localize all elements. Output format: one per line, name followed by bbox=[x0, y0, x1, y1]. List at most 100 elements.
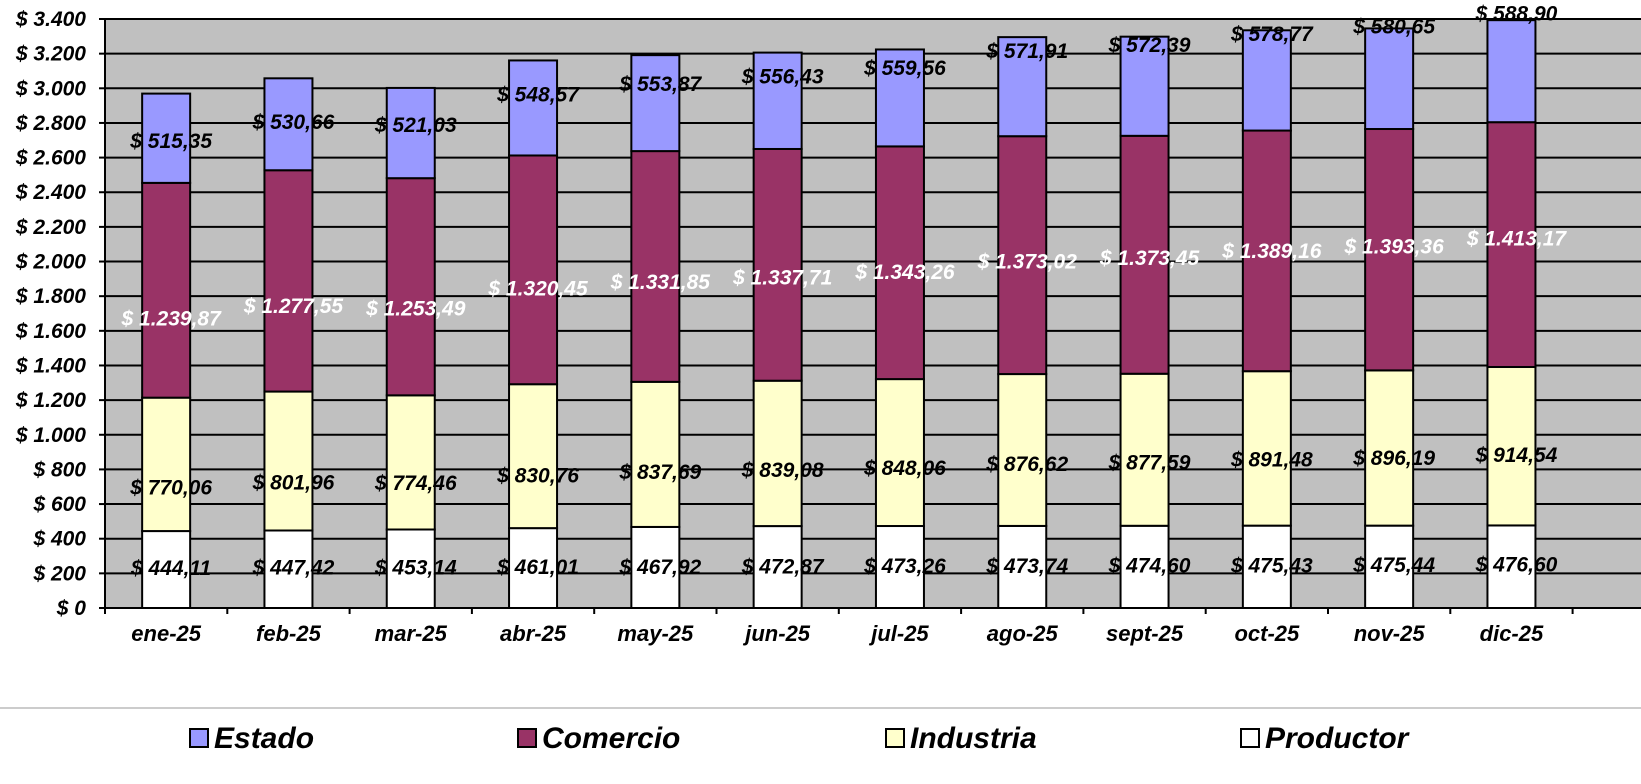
data-label-comercio: $ 1.413,17 bbox=[1466, 228, 1568, 251]
x-tick-label: may-25 bbox=[617, 621, 694, 646]
bar-estado bbox=[1486, 19, 1537, 124]
legend-label-estado: Estado bbox=[214, 722, 314, 755]
bar-productor bbox=[874, 525, 925, 609]
bar-estado bbox=[508, 59, 559, 157]
data-label-industria: $ 848,06 bbox=[863, 457, 946, 480]
data-label-estado: $ 548,57 bbox=[496, 83, 580, 106]
data-label-productor: $ 473,26 bbox=[863, 555, 946, 578]
bar-industria bbox=[1486, 366, 1537, 527]
y-tick-label: $ 600 bbox=[32, 493, 86, 516]
data-label-comercio: $ 1.373,02 bbox=[977, 250, 1078, 273]
data-label-comercio: $ 1.253,49 bbox=[365, 298, 466, 321]
y-tick-labels: $ 0 $ 200 $ 400 $ 600 $ 800 $ 1.000 $ 1.200 $ 1… bbox=[15, 8, 86, 620]
data-label-industria: $ 801,96 bbox=[252, 472, 335, 495]
data-label-comercio: $ 1.337,71 bbox=[732, 266, 832, 289]
data-label-industria: $ 830,76 bbox=[496, 464, 579, 487]
data-label-estado: $ 553,87 bbox=[618, 73, 702, 96]
y-tick-label: $ 2.800 bbox=[15, 112, 86, 135]
data-label-comercio: $ 1.320,45 bbox=[487, 278, 588, 301]
bar-estado bbox=[1241, 29, 1292, 132]
x-tick-labels: ene-25 feb-25 mar-25 abr-25 may-25 jun-25 jul-… bbox=[131, 621, 1544, 646]
y-tick-label: $ 2.600 bbox=[15, 147, 86, 170]
bar-industria bbox=[1119, 372, 1170, 527]
y-tick-label: $ 1.000 bbox=[15, 424, 86, 447]
bar-comercio bbox=[508, 154, 559, 386]
x-tick-label: mar-25 bbox=[375, 621, 448, 646]
bar-comercio bbox=[1364, 128, 1415, 372]
bar-comercio bbox=[385, 177, 436, 397]
legend-swatch-comercio bbox=[517, 728, 537, 748]
data-label-industria: $ 770,06 bbox=[129, 476, 212, 499]
data-label-estado: $ 559,56 bbox=[863, 57, 946, 80]
y-tick-label: $ 3.400 bbox=[15, 8, 86, 31]
y-tick-label: $ 0 bbox=[56, 597, 87, 620]
data-label-estado: $ 571,91 bbox=[985, 40, 1068, 63]
bar-industria bbox=[141, 396, 192, 533]
bar-estado bbox=[752, 51, 803, 150]
data-label-industria: $ 877,59 bbox=[1108, 451, 1191, 474]
x-tick-label: abr-25 bbox=[500, 621, 567, 646]
data-label-comercio: $ 1.373,45 bbox=[1099, 247, 1200, 270]
bar-comercio bbox=[263, 169, 314, 393]
bar-industria bbox=[630, 380, 681, 528]
x-tick-label: jun-25 bbox=[742, 621, 811, 646]
bar-comercio bbox=[1241, 129, 1292, 373]
data-label-industria: $ 914,54 bbox=[1475, 444, 1558, 467]
bar-comercio bbox=[630, 150, 681, 383]
legend-swatch-productor bbox=[1240, 728, 1260, 748]
legend-label-industria: Industria bbox=[910, 722, 1037, 755]
data-label-industria: $ 774,46 bbox=[374, 472, 457, 495]
bar-industria bbox=[752, 379, 803, 528]
data-label-industria: $ 837,69 bbox=[618, 461, 701, 484]
legend-swatch-estado bbox=[189, 728, 209, 748]
y-tick-label: $ 2.000 bbox=[15, 251, 86, 274]
data-label-comercio: $ 1.277,55 bbox=[243, 295, 344, 318]
y-tick-label: $ 1.200 bbox=[15, 389, 86, 412]
data-label-productor: $ 444,11 bbox=[130, 557, 211, 580]
data-label-estado: $ 515,35 bbox=[129, 130, 212, 153]
data-label-estado: $ 521,03 bbox=[374, 114, 457, 137]
x-tick-label: ene-25 bbox=[131, 621, 201, 646]
y-tick-label: $ 3.200 bbox=[15, 43, 86, 66]
data-label-productor: $ 474,60 bbox=[1108, 555, 1191, 578]
bar-comercio bbox=[141, 181, 192, 399]
x-tick-label: feb-25 bbox=[256, 621, 322, 646]
x-tick-label: nov-25 bbox=[1354, 621, 1426, 646]
bar-estado bbox=[997, 36, 1048, 138]
bar-industria bbox=[997, 373, 1048, 527]
legend-swatch-industria bbox=[885, 728, 905, 748]
axes-group bbox=[99, 18, 1641, 614]
bar-estado bbox=[630, 54, 681, 153]
data-label-estado: $ 588,90 bbox=[1475, 3, 1558, 26]
data-label-productor: $ 476,60 bbox=[1475, 554, 1558, 577]
x-tick-label: oct-25 bbox=[1234, 621, 1300, 646]
bar-estado bbox=[874, 48, 925, 148]
x-tick-label: dic-25 bbox=[1480, 621, 1544, 646]
y-tick-label: $ 800 bbox=[32, 458, 86, 481]
bar-productor bbox=[1119, 524, 1170, 609]
bar-productor bbox=[508, 527, 559, 609]
bar-comercio bbox=[997, 135, 1048, 376]
x-tick-label: ago-25 bbox=[987, 621, 1059, 646]
y-tick-label: $ 3.000 bbox=[15, 77, 86, 100]
data-label-productor: $ 475,43 bbox=[1230, 554, 1313, 577]
data-label-industria: $ 839,08 bbox=[741, 459, 824, 482]
data-label-comercio: $ 1.393,36 bbox=[1344, 236, 1445, 259]
data-label-estado: $ 556,43 bbox=[741, 65, 824, 88]
data-label-comercio: $ 1.239,87 bbox=[121, 307, 223, 330]
data-label-productor: $ 467,92 bbox=[618, 556, 701, 579]
legend: Estado Comercio Industria Productor bbox=[0, 707, 1641, 755]
y-tick-label: $ 2.400 bbox=[15, 181, 86, 204]
bar-industria bbox=[263, 390, 314, 532]
data-label-productor: $ 472,87 bbox=[741, 556, 825, 579]
bar-industria bbox=[1364, 369, 1415, 527]
bar-industria bbox=[874, 378, 925, 528]
data-label-comercio: $ 1.331,85 bbox=[610, 271, 711, 294]
y-tick-label: $ 400 bbox=[32, 528, 86, 551]
bar-industria bbox=[385, 394, 436, 531]
bar-productor bbox=[263, 529, 314, 610]
data-label-productor: $ 473,74 bbox=[985, 555, 1068, 578]
data-label-industria: $ 891,48 bbox=[1230, 449, 1313, 472]
data-label-productor: $ 453,14 bbox=[374, 556, 457, 579]
